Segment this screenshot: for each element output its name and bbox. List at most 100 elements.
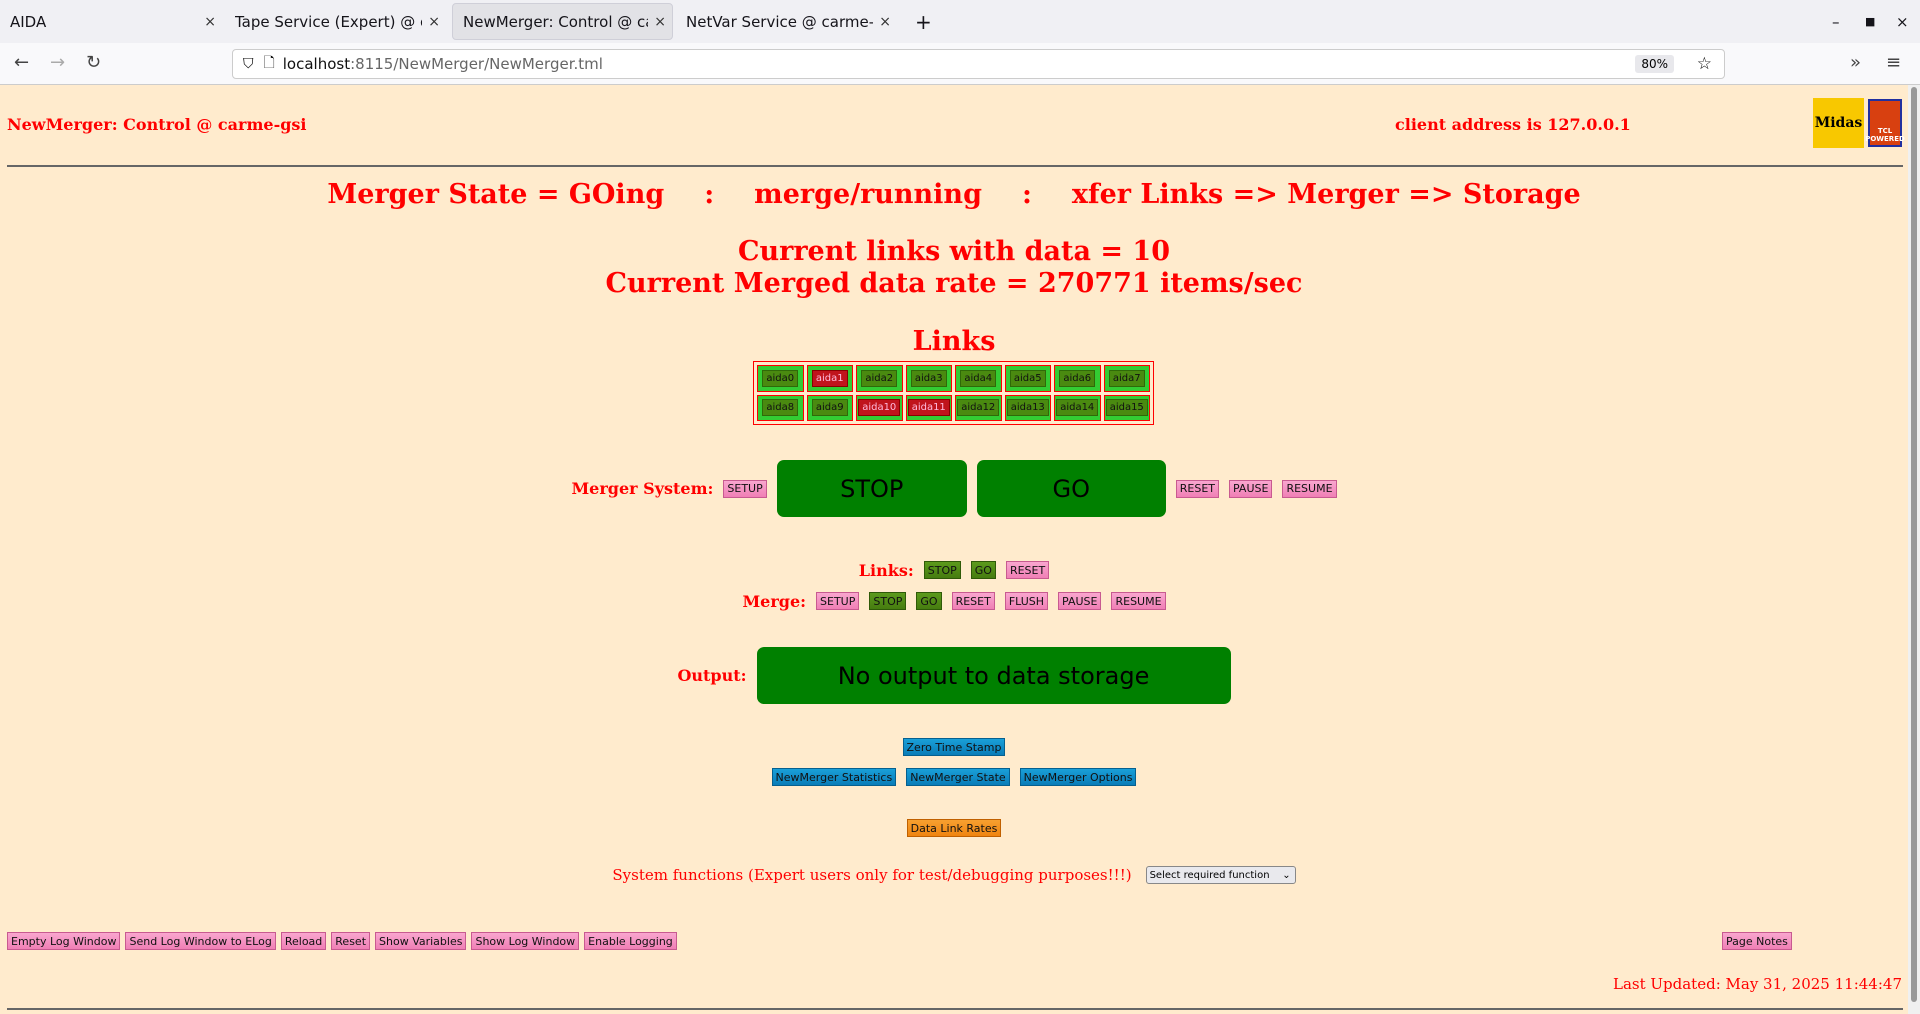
rates-row: Data Link Rates — [0, 819, 1908, 837]
merge-resume-button[interactable]: RESUME — [1111, 592, 1166, 610]
close-icon[interactable]: × — [879, 13, 891, 30]
link-cell: aida1 — [806, 365, 853, 392]
tab-newmerger[interactable]: NewMerger: Control @ carme-gsi × — [452, 3, 673, 40]
show-log-window-button[interactable]: Show Log Window — [471, 932, 580, 950]
merge-control-row: Merge: SETUP STOP GO RESET FLUSH PAUSE R… — [0, 589, 1908, 613]
merger-state: Merger State = GOing — [327, 179, 665, 210]
merge-reset-button[interactable]: RESET — [951, 592, 995, 610]
reload-icon[interactable]: ↻ — [86, 52, 102, 73]
footer-buttons: Empty Log Window Send Log Window to ELog R… — [7, 932, 677, 950]
tcl-logo-text: TCL POWERED — [1865, 127, 1905, 143]
last-updated: Last Updated: May 31, 2025 11:44:47 — [1613, 975, 1902, 993]
enable-logging-button[interactable]: Enable Logging — [584, 932, 677, 950]
show-variables-button[interactable]: Show Variables — [375, 932, 467, 950]
link-aida11-button[interactable]: aida11 — [907, 399, 950, 417]
zero-time-stamp-button[interactable]: Zero Time Stamp — [902, 738, 1006, 756]
output-row: Output: No output to data storage — [0, 647, 1908, 704]
minimize-icon[interactable]: – — [1832, 12, 1840, 31]
scrollbar[interactable] — [1908, 85, 1920, 1014]
system-pause-button[interactable]: PAUSE — [1229, 479, 1273, 498]
link-aida8-button[interactable]: aida8 — [762, 399, 799, 417]
menu-icon[interactable]: ≡ — [1886, 52, 1902, 73]
reset-button[interactable]: Reset — [331, 932, 371, 950]
merger-system-label: Merger System: — [571, 479, 714, 498]
back-icon[interactable]: ← — [14, 52, 30, 73]
link-cell: aida15 — [1103, 394, 1150, 421]
newmerger-state-button[interactable]: NewMerger State — [906, 768, 1010, 786]
link-cell: aida4 — [955, 365, 1002, 392]
overflow-icon[interactable]: » — [1850, 52, 1862, 73]
separator: : — [1021, 179, 1032, 210]
links-stop-button[interactable]: STOP — [923, 561, 961, 579]
output-storage-button[interactable]: No output to data storage — [756, 647, 1231, 704]
tab-tape-service[interactable]: Tape Service (Expert) @ carme-gsi × — [225, 3, 446, 40]
newmerger-statistics-button[interactable]: NewMerger Statistics — [771, 768, 897, 786]
tab-label: NetVar Service @ carme-gsi — [686, 12, 874, 31]
merge-flush-button[interactable]: FLUSH — [1004, 592, 1049, 610]
close-icon[interactable]: × — [204, 13, 216, 30]
link-aida2-button[interactable]: aida2 — [861, 369, 898, 387]
tab-netvar[interactable]: NetVar Service @ carme-gsi × — [676, 3, 897, 40]
link-aida0-button[interactable]: aida0 — [762, 369, 799, 387]
close-window-icon[interactable]: × — [1896, 12, 1909, 31]
link-aida1-button[interactable]: aida1 — [811, 369, 848, 387]
merge-status: merge/running — [754, 179, 982, 210]
system-setup-button[interactable]: SETUP — [723, 479, 767, 498]
transfer-path: xfer Links => Merger => Storage — [1071, 179, 1581, 210]
system-resume-button[interactable]: RESUME — [1282, 479, 1337, 498]
system-functions-label: System functions (Expert users only for … — [612, 866, 1132, 884]
data-link-rates-button[interactable]: Data Link Rates — [906, 819, 1002, 837]
system-function-select[interactable]: Select required function ⌄ — [1145, 866, 1296, 884]
chevron-down-icon: ⌄ — [1282, 869, 1291, 881]
merge-stop-button[interactable]: STOP — [869, 592, 907, 610]
link-aida9-button[interactable]: aida9 — [811, 399, 848, 417]
page-icon: 🗋 — [263, 55, 275, 71]
scrollbar-thumb[interactable] — [1911, 87, 1917, 1002]
merge-setup-button[interactable]: SETUP — [816, 592, 860, 610]
new-tab-icon[interactable]: + — [915, 9, 932, 34]
url-bar[interactable]: ⛉ 🗋 localhost:8115/NewMerger/NewMerger.t… — [232, 49, 1725, 79]
link-aida12-button[interactable]: aida12 — [957, 399, 1000, 417]
page-notes-button[interactable]: Page Notes — [1722, 932, 1792, 950]
link-aida15-button[interactable]: aida15 — [1105, 399, 1148, 417]
link-aida10-button[interactable]: aida10 — [858, 399, 901, 417]
tools-row: NewMerger Statistics NewMerger State New… — [0, 768, 1908, 786]
client-address: client address is 127.0.0.1 — [1395, 115, 1631, 134]
links-reset-button[interactable]: RESET — [1005, 561, 1050, 579]
close-icon[interactable]: × — [654, 13, 666, 30]
link-aida5-button[interactable]: aida5 — [1009, 369, 1046, 387]
zero-row: Zero Time Stamp — [0, 738, 1908, 756]
url-host: localhost — [282, 55, 351, 73]
maximize-icon[interactable]: ■ — [1865, 15, 1876, 28]
newmerger-options-button[interactable]: NewMerger Options — [1019, 768, 1137, 786]
state-line: Merger State = GOing : merge/running : x… — [0, 179, 1908, 210]
link-aida4-button[interactable]: aida4 — [960, 369, 997, 387]
link-aida13-button[interactable]: aida13 — [1006, 399, 1049, 417]
system-go-button[interactable]: GO — [976, 460, 1166, 517]
link-cell: aida3 — [905, 365, 952, 392]
tab-bar: AIDA × Tape Service (Expert) @ carme-gsi ×… — [0, 0, 1920, 43]
reload-button[interactable]: Reload — [280, 932, 327, 950]
merge-pause-button[interactable]: PAUSE — [1058, 592, 1102, 610]
link-cell: aida0 — [757, 365, 804, 392]
zoom-level[interactable]: 80% — [1635, 55, 1674, 73]
link-aida6-button[interactable]: aida6 — [1059, 369, 1096, 387]
url-path: :8115/NewMerger/NewMerger.tml — [350, 55, 603, 73]
system-reset-button[interactable]: RESET — [1175, 479, 1219, 498]
merge-control-label: Merge: — [742, 591, 807, 611]
nav-bar: ← → ↻ ⛉ 🗋 localhost:8115/NewMerger/NewMe… — [0, 43, 1920, 85]
link-aida7-button[interactable]: aida7 — [1108, 369, 1145, 387]
send-log-window-to-elog-button[interactable]: Send Log Window to ELog — [125, 932, 276, 950]
link-cell: aida13 — [1004, 394, 1051, 421]
forward-icon[interactable]: → — [50, 52, 66, 73]
link-aida3-button[interactable]: aida3 — [910, 369, 947, 387]
link-aida14-button[interactable]: aida14 — [1056, 399, 1099, 417]
system-stop-button[interactable]: STOP — [776, 460, 967, 517]
empty-log-window-button[interactable]: Empty Log Window — [7, 932, 121, 950]
tab-label: NewMerger: Control @ carme-gsi — [463, 12, 648, 31]
tab-aida[interactable]: AIDA × — [0, 3, 222, 40]
links-go-button[interactable]: GO — [970, 561, 996, 579]
bookmark-star-icon[interactable]: ☆ — [1696, 54, 1712, 74]
merge-go-button[interactable]: GO — [916, 592, 942, 610]
close-icon[interactable]: × — [428, 13, 440, 30]
